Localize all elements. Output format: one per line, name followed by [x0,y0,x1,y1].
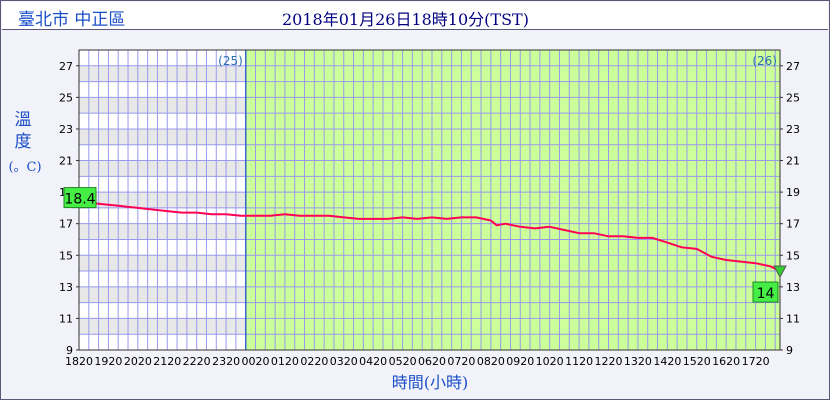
x-tick-label: 0620 [418,355,446,368]
x-tick-label: 0420 [359,355,387,368]
x-tick-label: 1920 [94,355,122,368]
stripe-band [79,160,246,177]
x-tick-label: 1520 [683,355,711,368]
x-tick-label: 0720 [447,355,475,368]
y-axis-label-char-2: 度 [15,132,32,152]
x-tick-label: 1220 [595,355,623,368]
y-tick-label-left: 27 [59,60,73,73]
day-label-previous: (25) [218,54,243,68]
x-tick-label: 0220 [300,355,328,368]
y-tick-label-left: 23 [59,123,73,136]
stripe-band [79,255,246,272]
stripe-band [79,318,246,335]
x-axis-label: 時間(小時) [392,373,469,392]
y-tick-label-left: 17 [59,218,73,231]
stripe-band [79,128,246,145]
y-tick-label-left: 25 [59,91,73,104]
start-value-label: 18.4 [64,192,95,208]
x-tick-label: 1320 [624,355,652,368]
x-tick-label: 2020 [124,355,152,368]
y-axis-unit: (。C) [8,160,41,175]
observation-timestamp: 2018年01月26日18時10分(TST) [282,10,529,29]
x-tick-label: 1620 [712,355,740,368]
x-tick-label: 0520 [389,355,417,368]
stripe-band [79,65,246,82]
x-tick-label: 1420 [653,355,681,368]
y-tick-label-right: 21 [786,155,800,168]
location-title: 臺北市 中正區 [18,10,126,30]
x-tick-label: 0320 [330,355,358,368]
y-tick-label-left: 15 [59,249,73,262]
x-tick-label: 0920 [506,355,534,368]
y-tick-label-right: 13 [786,281,800,294]
current-day-background [245,50,780,350]
temperature-line [78,200,781,272]
y-tick-label-right: 15 [786,249,800,262]
y-tick-label-left: 11 [59,312,73,325]
y-tick-label-left: 13 [59,281,73,294]
y-axis-label-char-1: 溫 [15,110,32,130]
end-value-box [752,281,779,303]
x-tick-label: 0120 [271,355,299,368]
x-tick-label: 1020 [536,355,564,368]
stripe-band [79,286,246,303]
y-tick-label-right: 23 [786,123,800,136]
end-value-label: 14 [757,286,775,302]
y-tick-label-left: 21 [59,155,73,168]
x-tick-label: 2120 [153,355,181,368]
x-tick-label: 1120 [565,355,593,368]
y-tick-label-right: 27 [786,60,800,73]
y-tick-label-right: 9 [786,344,793,357]
day-label-current: (26) [752,54,777,68]
stripe-band [79,223,246,240]
y-tick-label-right: 25 [786,91,800,104]
y-tick-label-left: 9 [66,344,73,357]
x-tick-label: 2220 [183,355,211,368]
x-tick-label: 1820 [65,355,93,368]
y-tick-label-right: 17 [786,218,800,231]
y-tick-label-right: 11 [786,312,800,325]
stripe-band [79,97,246,114]
y-tick-label-right: 19 [786,186,800,199]
stripe-band [79,192,246,208]
x-tick-label: 2320 [212,355,240,368]
start-value-box [63,187,97,209]
title-bar: 臺北市 中正區 2018年01月26日18時10分(TST) [2,2,828,30]
end-down-marker [773,265,787,279]
x-tick-label: 0020 [242,355,270,368]
x-tick-label: 0820 [477,355,505,368]
x-tick-label: 1720 [742,355,770,368]
